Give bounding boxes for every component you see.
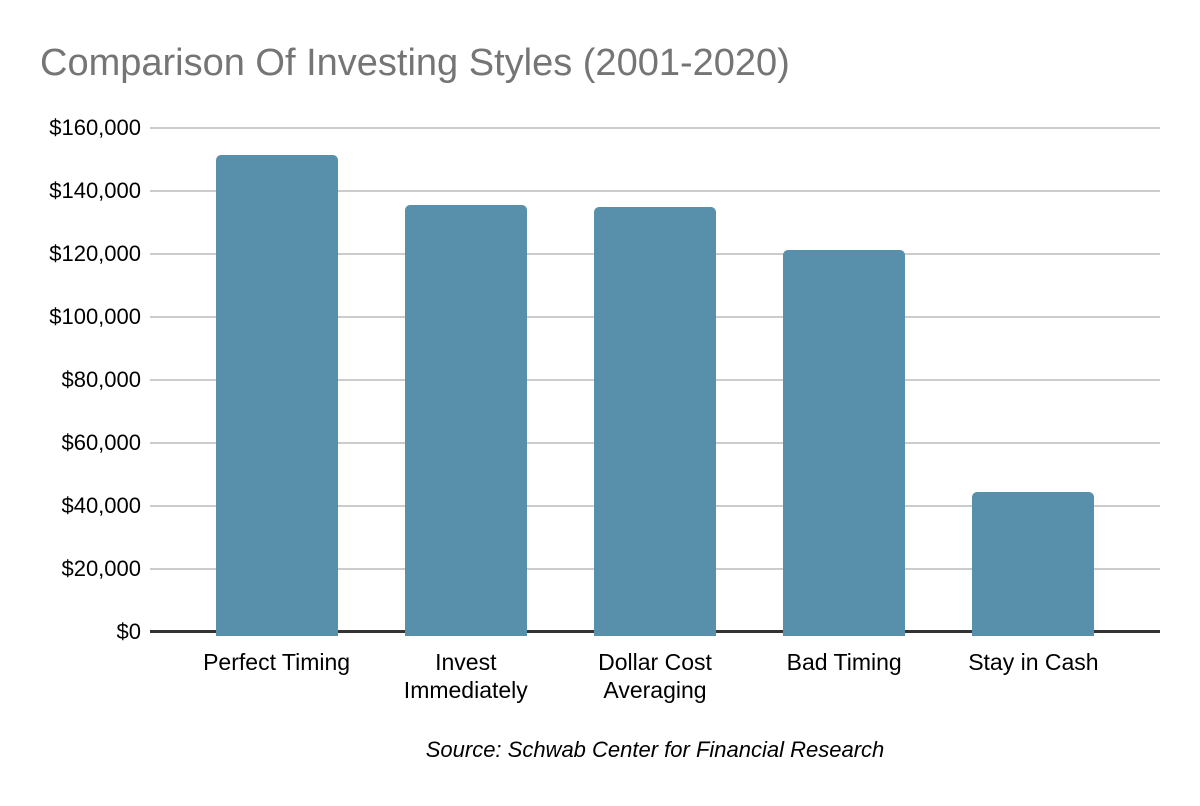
bar-stay-in-cash [972,492,1095,636]
y-axis-tick-label: $40,000 [61,493,141,518]
x-axis-label-bad-timing: Bad Timing [786,649,902,675]
gridline [150,190,1160,192]
x-axis: Perfect Timing Invest Immediately Dollar Co… [150,648,1160,708]
chart-title: Comparison Of Investing Styles (2001-202… [40,42,790,84]
x-axis-label-dollar-cost-averaging: Dollar Cost Averaging [598,649,712,703]
source-caption: Source: Schwab Center for Financial Rese… [425,737,885,762]
y-axis-tick-label: $100,000 [49,304,141,329]
gridline [150,127,1160,129]
x-axis-label-stay-in-cash: Stay in Cash [968,649,1099,675]
plot-area [150,127,1160,636]
y-axis-tick-label: $120,000 [49,241,141,266]
bar-perfect-timing [215,155,338,636]
y-axis-tick-label: $80,000 [61,367,141,392]
y-axis-tick-label: $20,000 [61,556,141,581]
y-axis-tick-label: $0 [116,619,141,644]
y-axis-tick-label: $160,000 [49,115,141,140]
y-axis-tick-label: $60,000 [61,430,141,455]
x-axis-label-perfect-timing: Perfect Timing [203,649,351,675]
bar-dollar-cost-averaging [594,207,716,636]
y-axis-tick-label: $140,000 [49,178,141,203]
x-axis-label-invest-immediately: Invest Immediately [403,649,528,703]
bar-bad-timing [783,250,906,636]
bar-invest-immediately [404,205,527,636]
y-axis: $0 $20,000 $40,000 $60,000 $80,000 $100,000 $1… [0,117,141,643]
